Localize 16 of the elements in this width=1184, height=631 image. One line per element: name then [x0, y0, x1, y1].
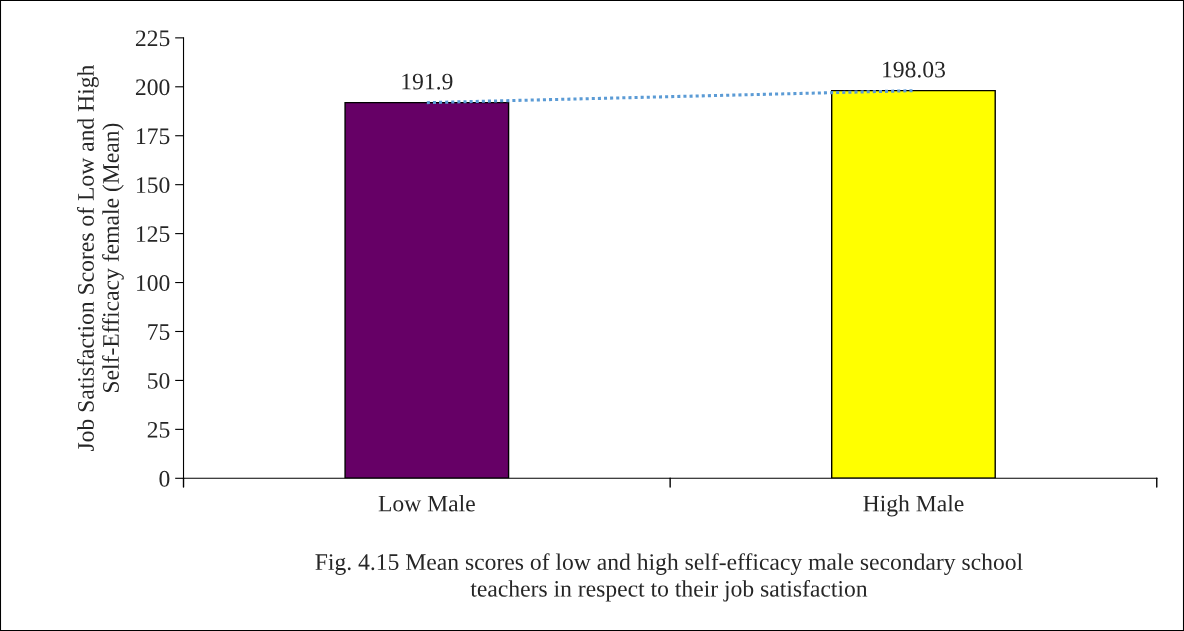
- y-tick-label: 200: [135, 79, 170, 96]
- data-label: 191.9: [402, 73, 453, 90]
- y-tick-label: 75: [148, 324, 170, 340]
- y-tick-label: 100: [136, 275, 170, 291]
- x-tick-label: High Male: [863, 494, 964, 517]
- y-tick-label: 25: [147, 421, 170, 438]
- y-tick-label: 125: [136, 226, 170, 243]
- y-axis-title: Job Satisfaction Scores of Low and High Self-Efficacy female (Mean): [77, 64, 124, 452]
- y-tick-label: 150: [136, 177, 170, 194]
- y-tick-label: 50: [148, 372, 170, 389]
- text: Fig. 4.15 Mean scores of low and high self-efficacy male secondary school teachers in respect to their job satisfaction: [315, 553, 1023, 602]
- y-tick-label: 0: [159, 470, 170, 487]
- y-tick-label: 175: [136, 128, 170, 145]
- data-label: 198.03: [883, 61, 945, 78]
- x-tick-label: Low Male: [378, 494, 475, 512]
- y-tick-label: 225: [135, 30, 170, 47]
